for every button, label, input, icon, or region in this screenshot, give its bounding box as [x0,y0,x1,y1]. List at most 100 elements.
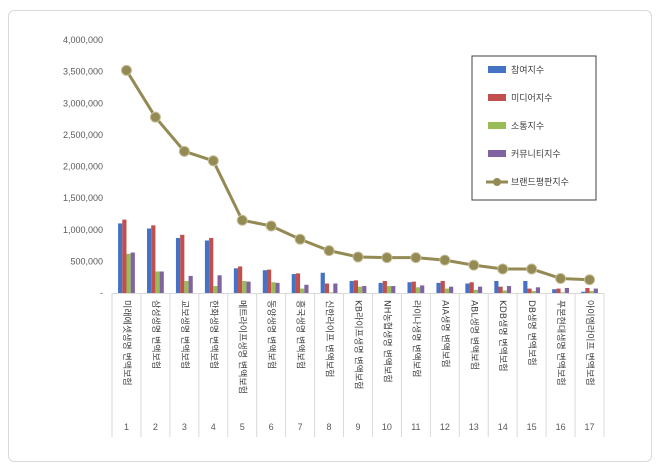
line-point [381,252,393,264]
bar [391,286,396,293]
bar [581,291,586,293]
bar [291,274,296,293]
bar [362,286,367,293]
bar [246,281,251,293]
line-point [555,272,567,284]
bar [155,271,160,293]
bar [473,289,478,293]
bar [271,282,276,293]
bar [386,286,392,293]
line-point [207,155,219,167]
bar-series [118,219,598,293]
category-index: 8 [327,422,332,432]
bar [122,219,127,293]
bar [535,287,541,293]
bar [353,280,358,293]
bar [329,292,334,293]
line-point [439,254,451,266]
legend-label: 커뮤니티지수 [511,149,561,160]
category-label: KDB생명 변액보험 [497,300,509,372]
bar [217,275,222,293]
y-tick-label: 1,000,000 [63,225,103,235]
bar [564,287,569,293]
bar [320,272,325,293]
category-label: 메트라이프생명 변액보험 [237,300,249,394]
y-axis: - 500,000 1,000,000 1,500,000 2,000,000 2,500… [63,35,103,298]
bar [300,288,305,293]
bar [324,283,330,293]
line-point [265,220,277,232]
bar [444,288,450,293]
line-series [120,64,596,286]
category-index: 12 [440,422,450,432]
bar [233,268,239,293]
category-index: 7 [298,422,303,432]
y-tick-label: 3,500,000 [63,67,103,77]
bar [436,282,441,293]
bar [151,225,156,293]
line-point [120,64,132,76]
bar [589,291,594,293]
bar [531,291,536,293]
bar [213,286,218,293]
legend-swatch [488,122,506,129]
line-point [236,214,248,226]
bar [523,280,528,293]
bar [506,286,512,293]
bar [593,288,598,293]
bar [469,282,474,293]
category-index: 5 [240,422,245,432]
line-point [584,274,596,286]
category-index: 15 [527,422,537,432]
bar [411,281,416,293]
y-tick-label: 2,500,000 [63,130,103,140]
bar [126,253,131,293]
legend-swatch [488,94,506,101]
bar [209,237,214,293]
bar [130,252,135,293]
bar [415,287,421,293]
line-point [497,263,509,275]
category-label: KB라이프생명 변액보험 [353,300,365,389]
category-label: ABL생명 변액보험 [468,300,480,370]
category-index: 6 [269,422,274,432]
y-tick-label: 2,000,000 [63,162,103,172]
category-label: 아이엠라이프 변액보험 [584,300,596,386]
category-label: 라이나생명 변액보험 [410,300,422,377]
category-index: 9 [355,422,360,432]
bar [378,282,383,293]
category-label: AIA생명 변액보험 [439,300,451,368]
bar [295,273,301,293]
y-tick-label: 4,000,000 [63,35,103,45]
bar [477,286,483,293]
category-label: 교보생명 변액보험 [179,300,191,369]
bar [188,275,193,293]
y-tick-label: 1,500,000 [63,193,103,203]
bar [349,280,354,293]
category-index: 17 [585,422,595,432]
bar [184,280,189,293]
bar [266,269,272,293]
category-label: 한화생명 변액보험 [208,300,220,369]
bar [275,282,280,293]
line-point [352,251,364,263]
bar [180,234,185,293]
line-point [526,263,538,275]
category-index: 1 [124,422,129,432]
bar [175,237,181,293]
category-label: NH농협생명 변액보험 [381,300,393,383]
y-tick-label: 500,000 [70,256,103,266]
bar [118,223,123,293]
category-index: 10 [382,422,392,432]
category-index: 14 [498,422,508,432]
bar [527,288,532,293]
bar [407,282,412,293]
y-tick-label: - [100,288,103,298]
bar [560,292,565,293]
category-index: 4 [211,422,216,432]
legend-label: 참여지수 [511,64,544,76]
bar [449,286,454,293]
category-index: 13 [469,422,479,432]
line-point [149,111,161,123]
